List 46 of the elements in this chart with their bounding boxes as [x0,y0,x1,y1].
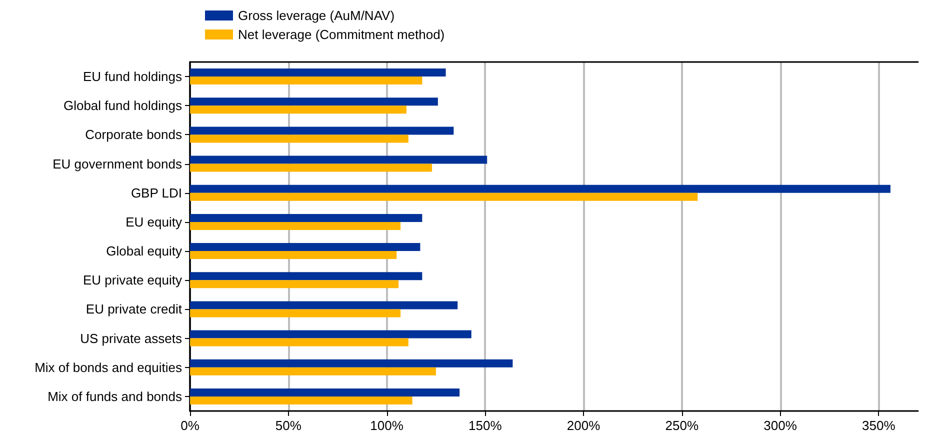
bar [190,330,472,338]
x-tick-label: 250% [665,418,699,433]
bar [190,98,438,106]
y-tick-label: US private assets [80,330,182,346]
bar [190,367,436,376]
x-tick-label: 200% [566,418,601,433]
bar [190,251,397,260]
bar [190,359,513,368]
y-tick-label: EU private credit [86,302,182,317]
bar [190,396,412,404]
bar [190,164,432,172]
bar [190,76,422,85]
bar [190,134,408,143]
bar [190,192,698,201]
bar [190,309,401,318]
bar [190,280,399,288]
legend-label: Gross leverage (AuM/NAV) [238,8,395,23]
bar [190,184,890,193]
y-tick-label: Global equity [106,244,182,259]
x-tick-label: 350% [862,418,896,433]
y-tick-label: Mix of funds and bonds [48,388,182,404]
y-tick-label: EU fund holdings [82,69,182,84]
legend-label: Net leverage (Commitment method) [238,27,445,42]
y-tick-label: EU government bonds [52,156,182,172]
bar [190,243,420,252]
bar [190,214,422,222]
bar [190,338,408,346]
bar [190,272,422,280]
bar [190,68,446,77]
bar [190,388,460,396]
x-tick-label: 150% [468,418,502,433]
bar [190,301,458,310]
x-tick-label: 300% [764,418,798,433]
y-tick-label: EU equity [126,214,182,230]
bar [190,156,488,164]
bar [190,126,454,135]
x-tick-label: 0% [180,418,200,433]
x-tick-label: 100% [370,418,404,433]
y-tick-label: EU private equity [83,272,182,288]
y-tick-label: Global fund holdings [63,98,182,114]
y-tick-label: Mix of bonds and equities [34,360,182,375]
bar [190,222,401,230]
x-tick-label: 50% [275,418,302,433]
y-tick-label: Corporate bonds [85,127,182,142]
bar [190,106,406,114]
y-tick-label: GBP LDI [130,185,182,200]
